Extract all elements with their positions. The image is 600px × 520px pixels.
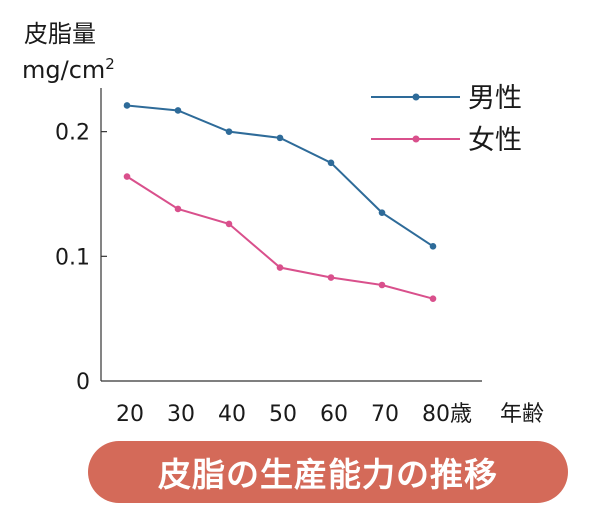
x-tick-label: 80歳 (422, 402, 472, 427)
x-tick-label: 60 (320, 402, 348, 427)
x-tick-label: 30 (167, 402, 195, 427)
legend-label-male: 男性 (468, 83, 522, 114)
x-tick-label: 20 (116, 402, 144, 427)
x-tick-label: 50 (269, 402, 297, 427)
title-banner: 皮脂の生産能力の推移 (88, 441, 568, 503)
data-point-male (123, 102, 131, 109)
data-point-male (429, 243, 437, 250)
x-tick-label: 70 (371, 402, 399, 427)
data-point-female (429, 295, 437, 303)
y-tick-label: 0.1 (55, 245, 90, 270)
data-point-female (174, 205, 182, 213)
sebum-line-chart: 皮脂量 mg/cm2 0 0.1 0.2 20 30 40 50 60 70 80歳 年齢 男性… (22, 20, 544, 427)
x-axis-title: 年齢 (500, 402, 544, 427)
data-point-female (327, 274, 335, 281)
y-ticks: 0 0.1 0.2 (55, 121, 107, 395)
data-point-male (327, 159, 335, 167)
data-point-male (276, 134, 284, 142)
data-point-male (378, 209, 386, 216)
data-point-female (225, 220, 233, 228)
legend-label-female: 女性 (468, 125, 522, 156)
legend-marker-female (412, 135, 420, 143)
data-series (123, 102, 437, 303)
y-axis-unit-exponent: 2 (105, 55, 115, 73)
data-point-female (276, 264, 284, 271)
legend-marker-male (412, 93, 420, 101)
y-axis-unit: mg/cm2 (22, 55, 115, 84)
y-tick-label: 0.2 (55, 121, 90, 146)
data-point-female (123, 173, 131, 180)
y-tick-label: 0 (76, 370, 90, 395)
data-point-male (174, 107, 182, 114)
legend: 男性 女性 (371, 83, 522, 156)
x-ticks: 20 30 40 50 60 70 80歳 (116, 402, 472, 427)
series-line-male (126, 104, 434, 248)
data-point-male (225, 128, 233, 135)
series-line-female (126, 175, 434, 300)
data-point-female (378, 281, 386, 289)
y-axis-title: 皮脂量 (24, 20, 96, 48)
x-tick-label: 40 (218, 402, 246, 427)
